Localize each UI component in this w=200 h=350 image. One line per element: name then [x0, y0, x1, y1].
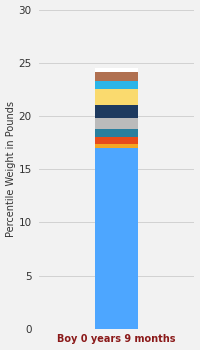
Bar: [95, 68, 138, 72]
Bar: [95, 72, 138, 81]
Bar: [95, 129, 138, 137]
Bar: [95, 118, 138, 129]
Bar: [95, 144, 138, 148]
Bar: [95, 105, 138, 118]
Bar: [95, 89, 138, 105]
Bar: [95, 137, 138, 144]
Y-axis label: Percentile Weight in Pounds: Percentile Weight in Pounds: [6, 101, 16, 237]
Bar: [95, 148, 138, 329]
Bar: [95, 81, 138, 89]
